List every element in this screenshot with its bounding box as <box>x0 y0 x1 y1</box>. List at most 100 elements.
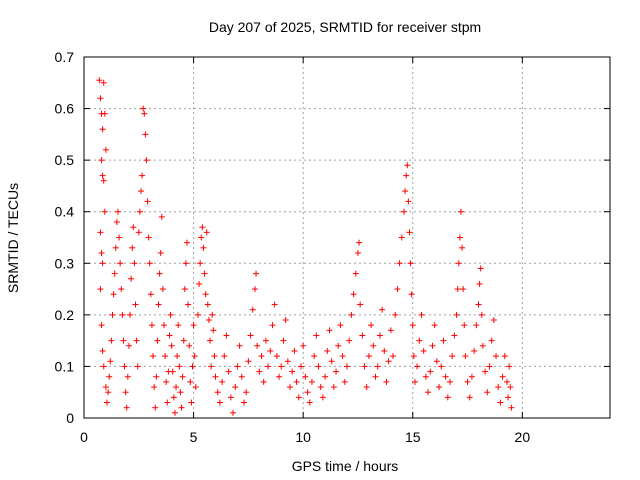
data-point <box>200 244 207 251</box>
data-point <box>99 260 106 267</box>
data-point <box>251 286 258 293</box>
data-point <box>306 399 313 406</box>
y-tick-label: 0.1 <box>55 358 75 374</box>
data-point <box>420 347 427 354</box>
data-point <box>223 332 230 339</box>
y-tick-label: 0.5 <box>55 152 75 168</box>
data-point <box>198 234 205 241</box>
data-point <box>442 373 449 380</box>
data-point <box>455 260 462 267</box>
data-point <box>98 249 105 256</box>
data-point <box>374 363 381 370</box>
data-point <box>156 270 163 277</box>
y-tick-label: 0.2 <box>55 307 75 323</box>
data-point <box>130 224 137 231</box>
data-point <box>127 311 134 318</box>
data-point <box>204 301 211 308</box>
data-point <box>230 409 237 416</box>
data-point <box>214 389 221 396</box>
data-point <box>116 234 123 241</box>
data-point <box>207 337 214 344</box>
data-point <box>105 389 112 396</box>
data-point <box>295 394 302 401</box>
data-point <box>357 301 364 308</box>
data-point <box>457 208 464 215</box>
data-point <box>245 358 252 365</box>
data-point <box>147 291 154 298</box>
data-point <box>372 373 379 380</box>
data-point <box>142 131 149 138</box>
data-point <box>376 332 383 339</box>
data-point <box>182 260 189 267</box>
data-point <box>197 260 204 267</box>
data-point <box>475 301 482 308</box>
data-point <box>280 337 287 344</box>
data-point <box>381 347 388 354</box>
data-point <box>111 270 118 277</box>
data-point <box>503 378 510 385</box>
data-point <box>460 286 467 293</box>
data-point <box>132 301 139 308</box>
data-point <box>459 244 466 251</box>
data-point <box>151 384 158 391</box>
data-point <box>507 384 514 391</box>
y-tick-label: 0.3 <box>55 255 75 271</box>
data-point <box>392 311 399 318</box>
data-point <box>232 384 239 391</box>
data-point <box>406 229 413 236</box>
data-point <box>379 306 386 313</box>
data-point <box>440 337 447 344</box>
data-point <box>158 213 165 220</box>
grid <box>84 57 610 418</box>
data-point <box>102 384 109 391</box>
data-point <box>414 363 421 370</box>
data-point <box>109 311 116 318</box>
data-point <box>293 378 300 385</box>
data-point <box>354 249 361 256</box>
data-point <box>387 327 394 334</box>
data-point <box>404 162 411 169</box>
data-point <box>385 358 392 365</box>
data-point <box>302 373 309 380</box>
data-point <box>451 332 458 339</box>
data-point <box>477 265 484 272</box>
data-point <box>108 337 115 344</box>
data-point <box>317 384 324 391</box>
data-point <box>137 188 144 195</box>
data-point <box>308 378 315 385</box>
data-point <box>324 347 331 354</box>
data-point <box>128 275 135 282</box>
data-point <box>482 368 489 375</box>
data-point <box>478 311 485 318</box>
data-point <box>278 363 285 370</box>
data-point <box>473 322 480 329</box>
data-point <box>102 146 109 153</box>
data-point <box>163 378 170 385</box>
data-point <box>422 373 429 380</box>
chart-title: Day 207 of 2025, SRMTID for receiver stp… <box>209 19 481 35</box>
data-point <box>249 306 256 313</box>
data-point <box>508 404 515 411</box>
data-point <box>135 229 142 236</box>
data-point <box>346 337 353 344</box>
y-tick-label: 0 <box>66 410 74 426</box>
data-point <box>141 110 148 117</box>
data-point <box>365 353 372 360</box>
data-point <box>449 353 456 360</box>
data-point <box>337 322 344 329</box>
data-point <box>409 322 416 329</box>
data-point <box>175 322 182 329</box>
data-point <box>154 337 161 344</box>
data-point <box>322 373 329 380</box>
data-point <box>390 353 397 360</box>
data-point <box>145 234 152 241</box>
data-point <box>184 239 191 246</box>
data-point <box>410 353 417 360</box>
plot-frame <box>83 56 611 419</box>
data-point <box>339 353 346 360</box>
data-point <box>170 394 177 401</box>
data-point <box>311 353 318 360</box>
data-point <box>464 378 471 385</box>
data-point <box>356 239 363 246</box>
data-point <box>159 286 166 293</box>
